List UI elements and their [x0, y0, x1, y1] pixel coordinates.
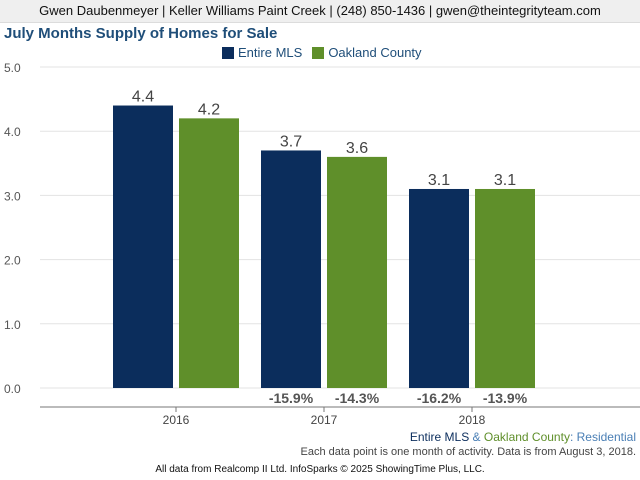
bar-entire-mls	[409, 188, 469, 388]
bar-oakland-county	[179, 118, 239, 389]
change-label: -15.9%	[269, 390, 314, 406]
y-tick-label: 1.0	[4, 318, 21, 332]
legend-label-oakland-county: Oakland County	[328, 45, 422, 60]
x-tick-label: 2018	[459, 413, 486, 427]
y-tick-label: 0.0	[4, 382, 21, 396]
data-label: 3.1	[428, 172, 450, 189]
footer-amp: &	[469, 430, 484, 444]
bar-entire-mls	[113, 105, 173, 389]
data-label: 4.2	[198, 101, 220, 118]
legend-swatch-entire-mls	[222, 46, 234, 59]
footer-oakland-county: Oakland County	[483, 430, 570, 444]
bar-entire-mls	[261, 150, 321, 388]
y-tick-label: 3.0	[4, 189, 21, 203]
legend-item-oakland-county[interactable]: Oakland County	[312, 45, 422, 60]
footer-residential: Residential	[576, 430, 636, 444]
change-label: -13.9%	[483, 390, 528, 406]
data-label: 3.7	[280, 133, 302, 150]
footer-source: All data from Realcomp II Ltd. InfoSpark…	[155, 464, 485, 475]
y-tick-label: 2.0	[4, 254, 21, 268]
chart-legend[interactable]: Entire MLS Oakland County	[222, 45, 422, 60]
legend-item-entire-mls[interactable]: Entire MLS	[222, 45, 302, 60]
legend-label-entire-mls: Entire MLS	[238, 45, 303, 60]
y-tick-label: 5.0	[4, 61, 21, 75]
contact-header: Gwen Daubenmeyer | Keller Williams Paint…	[0, 0, 640, 23]
contact-text: Gwen Daubenmeyer | Keller Williams Paint…	[39, 3, 601, 18]
footer-colon: :	[569, 430, 577, 444]
bar-oakland-county	[327, 156, 387, 388]
chart-title: July Months Supply of Homes for Sale	[4, 25, 278, 42]
footer-series-note: Entire MLS & Oakland County: Residential	[410, 430, 636, 444]
data-label: 4.4	[132, 89, 154, 106]
legend-swatch-oakland-county	[312, 46, 325, 59]
x-tick-label: 2017	[311, 413, 338, 427]
data-label: 3.1	[494, 172, 516, 189]
footer-data-note: Each data point is one month of activity…	[300, 446, 636, 458]
y-tick-label: 4.0	[4, 125, 21, 139]
footer-entire-mls: Entire MLS	[409, 430, 470, 444]
change-label: -16.2%	[417, 390, 462, 406]
change-label: -14.3%	[335, 390, 380, 406]
x-tick-label: 2016	[163, 413, 190, 427]
bar-oakland-county	[475, 188, 535, 388]
data-label: 3.6	[346, 140, 368, 157]
